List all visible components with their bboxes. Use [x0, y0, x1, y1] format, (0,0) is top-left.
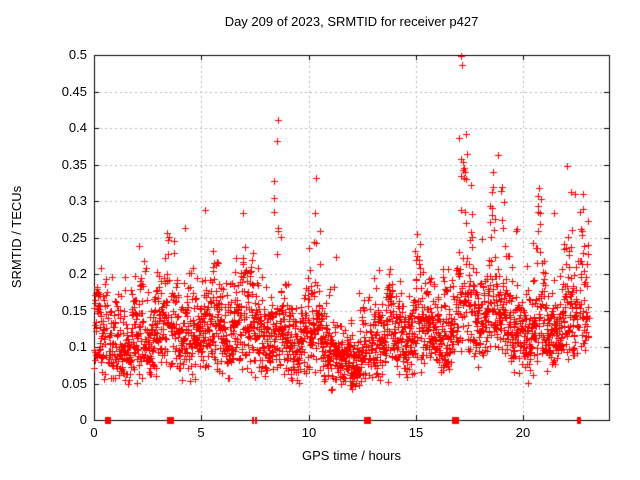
x-axis-label: GPS time / hours — [302, 448, 401, 463]
y-tick-label: 0.35 — [61, 157, 87, 172]
y-tick-label: 0 — [79, 412, 87, 427]
y-tick-label: 0.45 — [61, 84, 87, 99]
chart-title: Day 209 of 2023, SRMTID for receiver p42… — [224, 14, 479, 29]
y-tick-label: 0.5 — [68, 47, 87, 62]
y-tick-label: 0.05 — [61, 376, 87, 391]
y-axis-label: SRMTID / TECUs — [9, 185, 24, 289]
x-tick-label: 0 — [90, 425, 98, 440]
y-tick-label: 0.1 — [68, 339, 87, 354]
x-tick-label: 20 — [515, 425, 531, 440]
y-tick-label: 0.15 — [61, 303, 87, 318]
x-tick-label: 10 — [301, 425, 317, 440]
y-tick-label: 0.3 — [68, 193, 87, 208]
y-tick-label: 0.2 — [68, 266, 87, 281]
x-tick-label: 15 — [408, 425, 424, 440]
y-tick-label: 0.25 — [61, 230, 87, 245]
x-tick-label: 5 — [197, 425, 205, 440]
y-tick-label: 0.4 — [68, 120, 87, 135]
